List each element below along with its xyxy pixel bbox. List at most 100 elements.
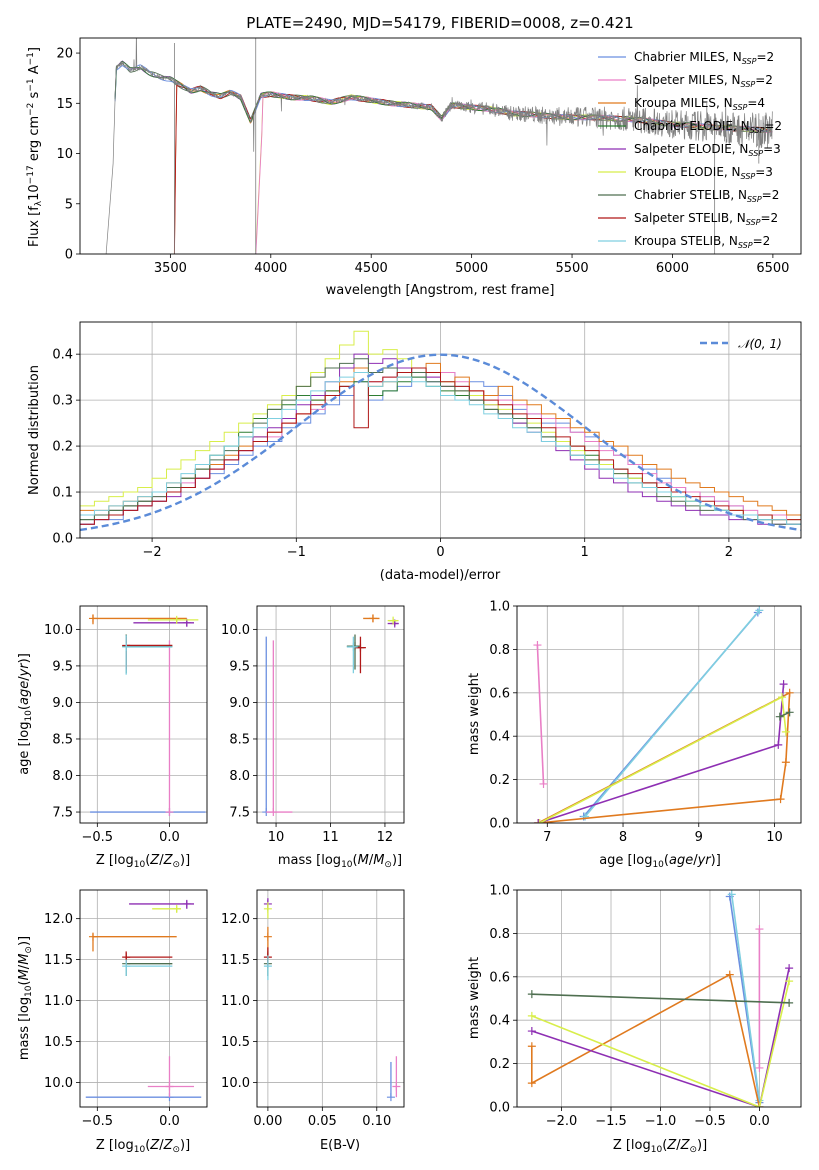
age-ylabel: age [log10(age/yr)] — [17, 653, 34, 775]
x-tick-label: 0.05 — [308, 1114, 337, 1129]
y-tick-label: 9.0 — [52, 696, 73, 711]
age-z-xlabel: Z [log10(Z/Z⊙)] — [96, 853, 190, 870]
x-tick-label: −1.0 — [645, 1114, 677, 1129]
massweight-vs-z-panel: −2.0 −1.5 −1.0 −0.5 0.0 0.0 0.2 0.4 0.6 0.8 1.0 — [489, 884, 802, 1129]
y-tick-label: 11.0 — [44, 994, 73, 1009]
series-marker-chabrier_stelib — [785, 708, 794, 717]
series-line-kroupa_stelib — [584, 609, 760, 818]
x-tick-label: 1 — [581, 545, 589, 560]
y-tick-label: 10.0 — [221, 623, 250, 638]
series-marker-salpeter_miles — [755, 925, 764, 934]
legend-label-chabrier_stelib: Chabrier STELIB, NSSP=2 — [634, 188, 779, 204]
y-tick-label: 1.0 — [489, 884, 510, 899]
series-marker-kroupa_miles — [776, 795, 785, 804]
x-tick-label: −0.5 — [694, 1114, 726, 1129]
y-tick-label: 5 — [65, 197, 73, 212]
y-tick-label: 0 — [65, 248, 73, 263]
x-tick-label: 7 — [543, 830, 551, 845]
y-tick-label: 10.0 — [44, 623, 73, 638]
x-tick-label: 0.0 — [159, 830, 180, 845]
point-marker-kroupa_elodie — [389, 616, 398, 625]
y-tick-label: 10.5 — [44, 1035, 73, 1050]
point-marker-kroupa_miles — [368, 614, 377, 623]
series-marker-kroupa_elodie — [785, 977, 794, 986]
y-tick-label: 10.0 — [44, 1076, 73, 1091]
y-tick-label: 15 — [56, 97, 73, 112]
point-marker-kroupa_miles — [88, 932, 97, 941]
series-marker-kroupa_miles — [527, 1079, 536, 1088]
y-tick-label: 11.5 — [44, 953, 73, 968]
y-tick-label: 9.5 — [229, 659, 250, 674]
clipped-area — [527, 890, 794, 1107]
mass-vs-z-panel: −0.5 0.0 10.0 10.5 11.0 11.5 12.0 — [44, 889, 208, 1129]
y-tick-label: 0.0 — [489, 1101, 510, 1116]
x-tick-label: −1.5 — [595, 1114, 627, 1129]
y-tick-label: 1.0 — [489, 600, 510, 615]
y-tick-label: 10 — [56, 147, 73, 162]
clipped-area — [88, 614, 206, 817]
y-tick-label: 0.4 — [489, 730, 510, 745]
y-tick-label: 0.3 — [52, 394, 73, 409]
y-tick-label: 0.2 — [52, 440, 73, 455]
series-marker-kroupa_stelib — [727, 890, 736, 899]
massweight-vs-age-panel: 7 8 9 10 0.0 0.2 0.4 0.6 0.8 1.0 — [489, 600, 802, 845]
series-marker-kroupa_elodie — [755, 1103, 764, 1107]
x-tick-label: 4500 — [355, 261, 388, 276]
spectrum-panel: 3500 4000 4500 5000 5500 6000 6500 0 5 10 15 20 Chab… — [56, 37, 802, 276]
series-line-kroupa_miles — [530, 973, 761, 1107]
x-tick-label: 0.00 — [253, 1114, 282, 1129]
histogram-salpeter_stelib — [80, 367, 801, 525]
x-tick-label: 8 — [619, 830, 627, 845]
y-tick-label: 11.0 — [221, 994, 250, 1009]
spectrum-title: PLATE=2490, MJD=54179, FIBERID=0008, z=0… — [246, 14, 633, 32]
spectrum-xlabel: wavelength [Angstrom, rest frame] — [326, 283, 555, 298]
x-tick-label: −1 — [287, 545, 306, 560]
point-marker-kroupa_elodie — [263, 904, 272, 913]
series-line-chabrier_stelib — [531, 993, 790, 1004]
series-line-kroupa_elodie — [531, 980, 790, 1107]
point-marker-chabrier_miles — [386, 1093, 395, 1102]
series-marker-kroupa_elodie — [781, 727, 790, 736]
series-marker-kroupa_elodie — [535, 819, 544, 823]
y-tick-label: 8.5 — [229, 732, 250, 747]
x-tick-label: 6000 — [656, 261, 689, 276]
axes-frame — [256, 889, 405, 1108]
mw-age-ylabel: mass weight — [467, 673, 482, 755]
series-marker-kroupa_stelib — [755, 606, 764, 615]
point-marker-salpeter_miles — [392, 1082, 401, 1091]
y-tick-label: 0.0 — [52, 532, 73, 547]
series-line-salpeter_elodie — [531, 967, 790, 1107]
clipped-area — [262, 614, 399, 817]
spectrum-ylabel: Flux [fλ10−17 erg cm−2 s−1 A−1] — [26, 47, 44, 247]
point-marker-salpeter_miles — [165, 808, 174, 817]
legend-label-kroupa_miles: Kroupa MILES, NSSP=4 — [634, 96, 765, 112]
y-tick-label: 9.0 — [229, 696, 250, 711]
axes-frame — [516, 605, 802, 824]
y-tick-label: 12.0 — [44, 912, 73, 927]
legend-label-gauss: 𝒩(0, 1) — [738, 337, 782, 351]
y-tick-label: 8.0 — [52, 769, 73, 784]
point-marker-kroupa_miles — [263, 932, 272, 941]
series-marker-salpeter_elodie — [774, 740, 783, 749]
age-vs-mass-panel: 10 11 12 7.5 8.0 8.5 9.0 9.5 10.0 — [221, 605, 405, 845]
histogram-ylabel: Normed distribution — [27, 365, 42, 495]
x-tick-label: 5000 — [455, 261, 488, 276]
y-tick-label: 20 — [56, 47, 73, 62]
legend-label-chabrier_miles: Chabrier MILES, NSSP=2 — [634, 50, 774, 66]
y-tick-label: 10.5 — [221, 1035, 250, 1050]
series-marker-kroupa_miles — [725, 970, 734, 979]
axes-frame — [79, 889, 208, 1108]
y-tick-label: 0.4 — [489, 1014, 510, 1029]
axes-frame — [79, 37, 802, 255]
y-tick-label: 8.5 — [52, 732, 73, 747]
y-tick-label: 11.5 — [221, 953, 250, 968]
series-line-salpeter_miles — [536, 645, 545, 784]
series-marker-chabrier_stelib — [785, 998, 794, 1007]
axes-frame — [79, 605, 208, 824]
mass-ylabel: mass [log10(M/M⊙)] — [17, 936, 34, 1060]
y-tick-label: 0.2 — [489, 773, 510, 788]
series-marker-kroupa_miles — [527, 1042, 536, 1051]
legend-label-salpeter_stelib: Salpeter STELIB, NSSP=2 — [634, 211, 778, 227]
series-line-chabrier_stelib — [779, 711, 790, 718]
